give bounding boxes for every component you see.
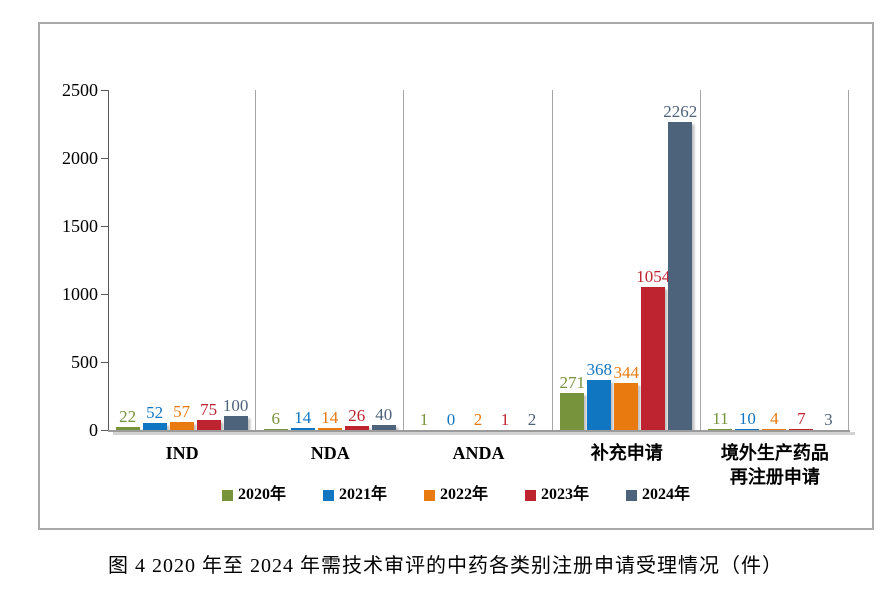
bar-value-label: 7 — [797, 409, 806, 429]
bar-value-label: 344 — [613, 363, 639, 383]
legend-label: 2024年 — [642, 486, 691, 503]
bar: 368 — [586, 361, 612, 430]
bar: 22 — [115, 408, 140, 430]
legend-item: 2024年 — [626, 487, 690, 503]
bar: 271 — [559, 374, 585, 430]
category-label: IND — [165, 443, 199, 463]
bar-value-label: 1 — [500, 409, 510, 429]
bar-value-label: 22 — [119, 407, 137, 427]
category-label: 补充申请 — [590, 443, 663, 463]
category-cell: 6 14 14 26 40 — [256, 90, 405, 430]
bar: 40 — [371, 406, 396, 430]
category-cell: 271 368 344 1054 2262 — [553, 90, 701, 430]
bar-value-label: 368 — [586, 359, 612, 379]
categories: 22 52 57 75 100 6 14 14 26 40 1 0 2 1 2 271 368 344 1054 22… — [108, 90, 850, 430]
bar-value-label: 11 — [712, 408, 729, 428]
bar: 14 — [317, 409, 342, 430]
ytick-mark — [101, 430, 108, 431]
x-axis-shadow — [113, 432, 855, 435]
x-labels: IND NDA ANDA 补充申请 境外生产药品 再注册申请 — [108, 441, 849, 490]
ytick-mark — [101, 158, 108, 159]
bar: 57 — [169, 403, 194, 430]
legend-label: 2021年 — [338, 486, 387, 503]
legend-swatch — [626, 489, 638, 501]
category-label: NDA — [310, 443, 350, 463]
category-cell: 11 10 4 7 3 — [701, 90, 850, 430]
ytick-label: 0 — [89, 420, 98, 440]
bar: 100 — [223, 397, 248, 430]
bar: 75 — [196, 401, 221, 430]
bar-value-label: 75 — [200, 399, 218, 419]
legend-swatch — [322, 489, 334, 501]
legend-item: 2022年 — [423, 486, 488, 503]
plot-area: 22 52 57 75 100 6 14 14 26 40 1 0 2 1 2 271 368 344 1054 22… — [108, 90, 850, 430]
ytick-mark — [101, 226, 108, 227]
bar-value-label: 271 — [559, 373, 585, 393]
ytick-label: 2000 — [62, 148, 98, 168]
category-label: 境外生产药品 再注册申请 — [720, 443, 829, 488]
ytick-label: 1000 — [62, 284, 98, 304]
bar: 14 — [290, 409, 315, 430]
figure-caption: 图 4 2020 年至 2024 年需技术审评的中药各类别注册申请受理情况（件） — [108, 555, 783, 577]
bar-value-label: 26 — [348, 406, 366, 426]
legend: 2020年 2021年 2022年 2023年 2024年 — [40, 487, 872, 503]
bar-value-label: 14 — [294, 408, 312, 428]
ytick-label: 2500 — [62, 80, 98, 100]
bar: 1054 — [636, 268, 670, 430]
ytick-label: 500 — [71, 352, 98, 372]
bar: 7 — [789, 410, 814, 430]
ytick-label: 1500 — [62, 216, 98, 236]
bar-value-label: 2262 — [663, 102, 698, 122]
bar-value-label: 40 — [375, 404, 393, 424]
category-cell: 22 52 57 75 100 — [108, 90, 257, 430]
bar-value-label: 1054 — [636, 266, 671, 286]
legend-item: 2023年 — [525, 487, 589, 503]
bar: 52 — [142, 404, 167, 430]
bar: 10 — [735, 410, 760, 430]
legend-label: 2020年 — [237, 486, 286, 503]
bar-value-label: 2 — [473, 409, 483, 429]
bar-value-label: 2 — [527, 409, 537, 429]
bar-value-label: 57 — [173, 402, 191, 422]
ytick-mark — [101, 90, 108, 91]
category-label: ANDA — [452, 443, 505, 463]
legend-label: 2023年 — [541, 486, 590, 503]
bar: 11 — [708, 410, 733, 430]
legend-item: 2020年 — [221, 486, 286, 503]
bar-value-label: 52 — [146, 402, 164, 422]
y-axis-line — [108, 90, 109, 431]
chart-frame: 0 500 1000 1500 2000 2500 22 52 57 75 100 6 14 14 26 4… — [38, 22, 874, 530]
bar-value-label: 4 — [770, 409, 779, 429]
bar: 344 — [613, 364, 639, 430]
bar-value-label: 0 — [446, 410, 456, 429]
bar: 2262 — [663, 103, 697, 430]
bar-value-label: 3 — [824, 409, 833, 429]
bar: 26 — [344, 407, 369, 430]
bar-value-label: 6 — [271, 409, 281, 429]
bar: 6 — [263, 410, 288, 430]
legend-label: 2022年 — [439, 486, 488, 503]
bar-value-label: 10 — [738, 408, 756, 428]
x-axis-line — [108, 430, 850, 432]
legend-item: 2021年 — [322, 486, 387, 503]
legend-swatch — [525, 489, 536, 501]
legend-swatch — [221, 489, 233, 501]
bar: 4 — [762, 410, 787, 430]
ytick-mark — [101, 294, 108, 295]
bar-value-label: 14 — [321, 408, 339, 428]
legend-swatch — [423, 489, 435, 501]
bar-value-label: 100 — [222, 396, 249, 416]
bar-value-label: 1 — [419, 409, 429, 429]
ytick-mark — [101, 362, 108, 363]
